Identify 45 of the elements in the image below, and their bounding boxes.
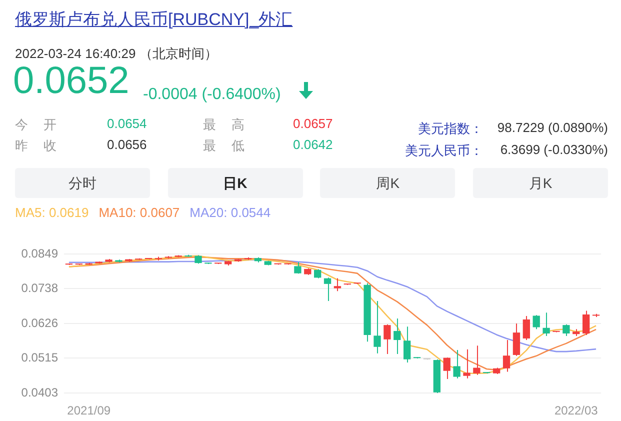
candlestick (384, 324, 391, 355)
text: 周K (320, 168, 456, 198)
candlestick (115, 259, 122, 263)
text: 美元人民币： (405, 142, 483, 160)
x-tick-label: 2021/09 (67, 404, 111, 418)
text: 分时 (15, 168, 150, 198)
text: 0.0652 (13, 60, 130, 103)
text: 最 低 (203, 137, 245, 155)
text: MA20: 0.0544 (190, 205, 271, 220)
text: 0.0657 (293, 116, 333, 131)
candlestick (334, 278, 342, 292)
candlestick (244, 256, 252, 260)
candlestick (294, 262, 302, 274)
text: 今 开 (15, 116, 57, 134)
text: MA5: 0.0619 (15, 205, 89, 220)
text: 月K (473, 168, 608, 198)
candlestick (224, 260, 232, 266)
y-tick-label: 0.0403 (21, 385, 58, 400)
text: 6.3699 (-0.0330%) (500, 142, 608, 157)
candlestick (364, 282, 371, 342)
y-tick-label: 0.0515 (21, 350, 58, 364)
candlestick (562, 324, 570, 336)
text: 日K (168, 168, 303, 198)
y-tick-label: 0.0849 (21, 246, 58, 260)
chart-title: 俄罗斯卢布兑人民币[RUBCNY]_外汇 (15, 9, 293, 31)
text: -0.0004 (-0.6400%) (143, 86, 281, 104)
text: 0.0654 (107, 116, 147, 131)
text: MA10: 0.0607 (98, 205, 180, 220)
text: 98.7229 (0.0890%) (497, 120, 608, 135)
candlestick (374, 300, 381, 354)
chart-subtitle: 2022-03-24 16:40:29 （北京时间） (15, 45, 218, 63)
text: 0.0642 (293, 137, 333, 152)
text: 昨 收 (15, 137, 57, 155)
text: 最 高 (203, 116, 245, 134)
candlestick (174, 254, 182, 258)
candlestick (453, 349, 460, 379)
y-tick-label: 0.0626 (21, 316, 58, 330)
text: 0.0656 (107, 137, 147, 152)
x-tick-label: 2022/03 (554, 404, 598, 418)
candlestick (264, 260, 272, 266)
candlestick (184, 254, 192, 258)
candlestick (105, 258, 112, 263)
y-tick-label: 0.0738 (21, 280, 58, 295)
text: 美元指数： (418, 120, 483, 138)
candlestick (463, 348, 470, 379)
